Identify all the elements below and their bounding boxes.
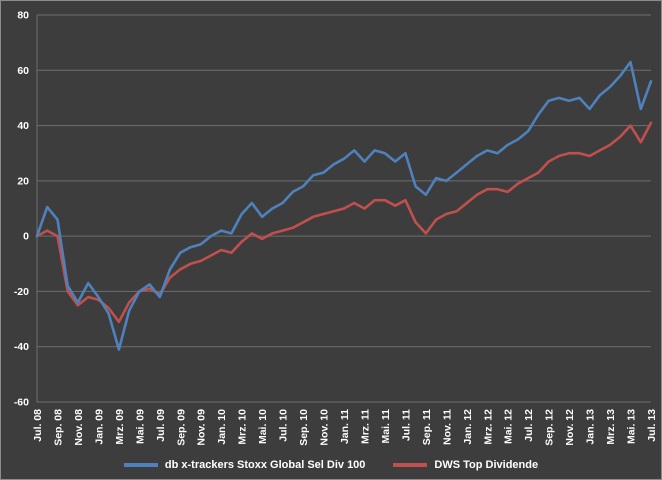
x-tick-label: Jul. 13 [646, 409, 658, 442]
y-tick-label: -60 [14, 397, 29, 409]
x-tick-label: Sep. 11 [421, 409, 433, 445]
x-tick-label: Jul. 11 [400, 409, 412, 441]
y-tick-label: -40 [14, 341, 29, 353]
legend-label-db-xtrackers: db x-trackers Stoxx Global Sel Div 100 [164, 459, 366, 471]
x-tick-label: Mrz. 12 [482, 409, 494, 445]
x-tick-label: Jul. 12 [523, 409, 535, 442]
x-tick-label: Jan. 10 [216, 409, 228, 445]
legend-item-dws-top-dividende: DWS Top Dividende [393, 459, 538, 471]
x-tick-label: Sep. 09 [175, 409, 187, 446]
x-tick-label: Mrz. 09 [114, 409, 126, 445]
x-tick-label: Sep. 12 [544, 409, 556, 446]
line-chart-plot-area: -60 -40 -20 0 20 40 60 80 Jul. 08 Sep. 08 Nov. 08 J… [14, 10, 658, 446]
y-tick-label: 0 [23, 231, 29, 243]
x-tick-label: Mai. 09 [134, 409, 146, 444]
x-tick-label: Jul. 10 [278, 409, 290, 442]
x-tick-label: Mrz. 13 [605, 409, 617, 445]
y-tick-label: 60 [17, 65, 29, 77]
x-tick-label: Nov. 11 [441, 409, 453, 445]
legend-line-sample-blue [123, 463, 158, 467]
legend-label-dws-top-dividende: DWS Top Dividende [434, 459, 539, 471]
y-tick-label: 80 [17, 10, 29, 22]
x-tick-label: Nov. 12 [564, 409, 576, 446]
y-tick-label: 40 [17, 120, 29, 132]
x-tick-label: Nov. 09 [196, 409, 208, 446]
x-tick-label: Nov. 08 [73, 409, 85, 446]
x-tick-label: Jan. 09 [93, 409, 105, 445]
legend-line-sample-red [393, 463, 428, 467]
x-tick-label: Mrz. 11 [359, 409, 371, 444]
series-line-dws-top-dividende [35, 121, 653, 324]
x-tick-label: Mai. 10 [257, 409, 269, 444]
x-tick-label: Jul. 09 [155, 409, 167, 442]
x-tick-label: Sep. 10 [298, 409, 310, 446]
x-tick-label: Mai. 11 [380, 409, 392, 444]
x-tick-label: Jan. 12 [462, 409, 474, 445]
y-tick-label: -20 [14, 286, 29, 298]
x-tick-label: Nov. 10 [319, 409, 331, 446]
x-tick-label: Jan. 13 [585, 409, 597, 445]
x-tick-label: Jul. 08 [32, 409, 44, 442]
x-tick-label: Mai. 13 [626, 409, 638, 444]
legend-item-db-xtrackers: db x-trackers Stoxx Global Sel Div 100 [123, 459, 366, 471]
x-tick-label: Mrz. 10 [237, 409, 249, 445]
chart-legend: db x-trackers Stoxx Global Sel Div 100 D… [1, 451, 661, 479]
y-tick-label: 20 [17, 175, 29, 187]
x-tick-label: Jan. 11 [339, 409, 351, 444]
series-line-db-x-trackers-stoxx-global-sel-div-100 [35, 60, 653, 351]
x-tick-label: Sep. 08 [52, 409, 64, 446]
x-tick-label: Mai. 12 [503, 409, 515, 444]
